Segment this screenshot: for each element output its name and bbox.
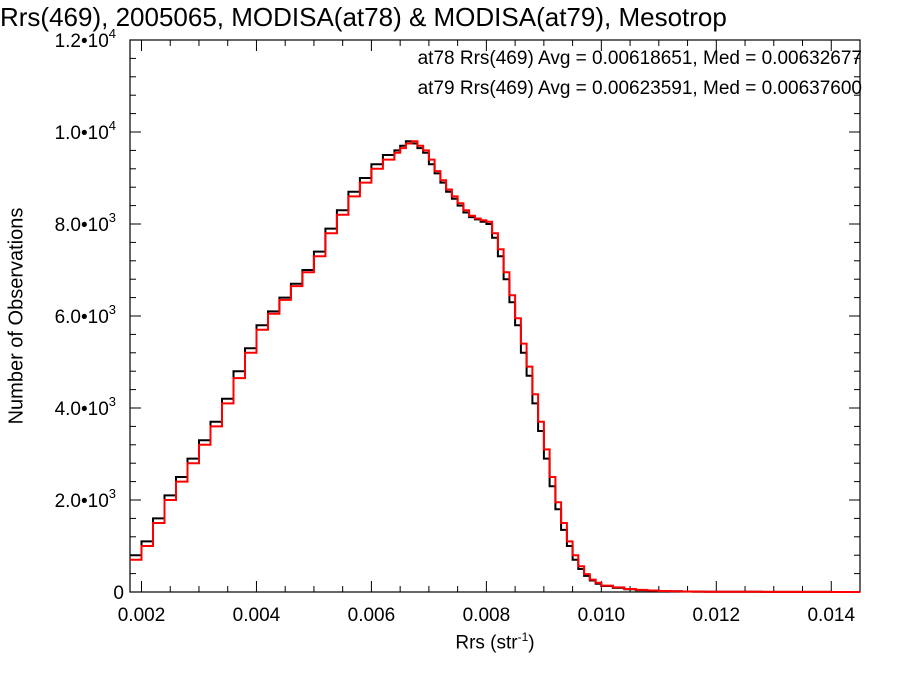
x-tick-label: 0.012	[693, 605, 741, 626]
y-tick-label: 4.0•103	[55, 394, 116, 420]
plot-frame	[129, 39, 861, 593]
x-axis-label-superscript: -1	[517, 630, 529, 644]
y-tick-label: 6.0•103	[55, 302, 116, 328]
y-tick-label: 2.0•103	[55, 486, 116, 512]
y-tick-label: 0	[113, 583, 124, 604]
x-tick-label: 0.014	[807, 605, 855, 626]
chart-title: Rrs(469), 2005065, MODISA(at78) & MODISA…	[0, 2, 727, 32]
x-axis-label-main: Rrs (str	[455, 632, 518, 654]
x-tick-label: 0.004	[233, 605, 281, 626]
y-tick-label: 1.0•104	[55, 118, 116, 144]
x-tick-label: 0.006	[348, 605, 396, 626]
x-axis-label: Rrs (str-1)	[0, 630, 900, 654]
x-axis-label-suffix: )	[528, 632, 535, 654]
y-axis-label: Number of Observations	[5, 207, 28, 425]
y-tick-label: 8.0•103	[55, 210, 116, 236]
x-tick-label: 0.002	[118, 605, 166, 626]
x-tick-label: 0.010	[578, 605, 626, 626]
series-at79-line	[130, 140, 860, 593]
legend-entry-at78: at78 Rrs(469) Avg = 0.00618651, Med = 0.…	[417, 48, 862, 69]
series-at78-line	[130, 140, 860, 593]
y-tick-label: 1.2•104	[55, 26, 116, 52]
legend-entry-at79: at79 Rrs(469) Avg = 0.00623591, Med = 0.…	[417, 78, 862, 99]
x-tick-label: 0.008	[463, 605, 511, 626]
